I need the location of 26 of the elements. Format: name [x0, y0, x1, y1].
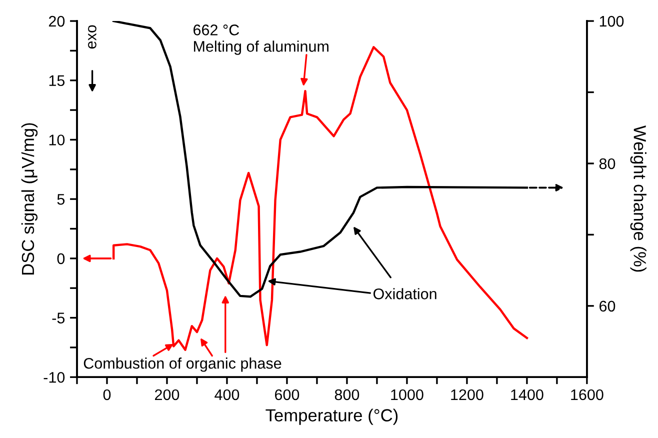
- x-tick-label: 800: [334, 389, 360, 400]
- y2-axis-title: Weight change (%): [630, 125, 646, 272]
- y-tick-label: 10: [49, 134, 65, 146]
- x-tick-label: 1000: [391, 389, 424, 400]
- y-tick-label: 5: [57, 194, 65, 205]
- x-tick-label: 1200: [451, 389, 484, 400]
- annotation: exo: [88, 25, 96, 49]
- y-tick-label: 0: [57, 253, 65, 264]
- x-axis-title: Temperature (°C): [266, 408, 398, 425]
- x-tick-label: 200: [155, 389, 180, 400]
- y2-tick-label: 80: [599, 158, 616, 170]
- y2-tick-label: 60: [600, 300, 616, 312]
- annotation: Oxidation: [373, 288, 436, 300]
- annotation: 662 °C Melting of aluminum: [194, 24, 328, 55]
- x-tick-label: 600: [274, 389, 300, 400]
- x-tick-label: 400: [214, 389, 240, 400]
- annotation: Combustion of organic phase: [84, 358, 282, 372]
- y-axis-title: DSC signal (μV/mg): [21, 123, 38, 275]
- y-tick-label: 15: [49, 75, 65, 86]
- x-tick-label: 1400: [511, 389, 544, 400]
- y-tick-label: -5: [52, 312, 65, 324]
- y2-tick-label: 100: [600, 16, 624, 27]
- x-tick-label: 0: [103, 389, 111, 400]
- y-tick-label: 20: [48, 16, 65, 27]
- y-tick-label: -10: [44, 372, 65, 383]
- x-tick-label: 1600: [571, 389, 604, 400]
